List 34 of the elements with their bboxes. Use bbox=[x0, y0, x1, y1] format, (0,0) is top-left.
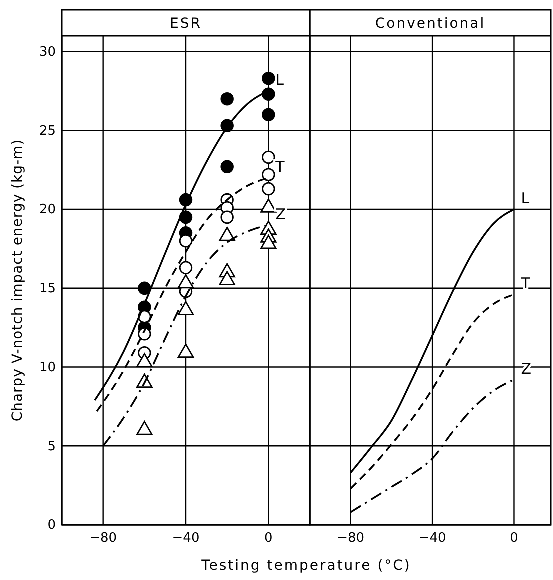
point bbox=[179, 234, 193, 248]
y-tick-label: 10 bbox=[39, 360, 56, 376]
point bbox=[262, 150, 276, 164]
point bbox=[220, 160, 234, 174]
y-axis-title: Charpy V-notch impact energy (kg-m) bbox=[10, 139, 26, 422]
series-label: L bbox=[521, 190, 530, 208]
point bbox=[262, 88, 276, 101]
x-tick-label: 0 bbox=[510, 531, 518, 546]
y-tick-label: 15 bbox=[39, 282, 56, 297]
y-tick-label: 0 bbox=[48, 518, 56, 534]
x-tick-label: −40 bbox=[172, 531, 200, 546]
point bbox=[262, 108, 276, 122]
series-label: L bbox=[276, 71, 285, 90]
y-tick-label: 30 bbox=[39, 44, 56, 60]
point bbox=[262, 182, 276, 196]
point bbox=[220, 210, 234, 224]
x-axis-title: Testing temperature (°C) bbox=[200, 558, 412, 574]
x-tick-label: −40 bbox=[418, 531, 446, 546]
x-tick-label: 0 bbox=[264, 531, 273, 546]
point bbox=[220, 92, 234, 106]
y-tick-label: 5 bbox=[48, 439, 56, 454]
point bbox=[262, 168, 276, 182]
point bbox=[179, 210, 193, 224]
chart-title: Conventional bbox=[375, 16, 486, 32]
y-tick-label: 20 bbox=[39, 202, 56, 218]
series-label: T bbox=[274, 158, 286, 176]
series-label: T bbox=[520, 274, 532, 293]
point bbox=[262, 72, 276, 86]
point bbox=[179, 261, 193, 274]
x-tick-label: −80 bbox=[337, 531, 365, 546]
point bbox=[138, 282, 152, 295]
chart-title: ESR bbox=[170, 16, 202, 32]
y-tick-label: 25 bbox=[39, 124, 56, 139]
x-tick-label: −80 bbox=[90, 531, 118, 546]
